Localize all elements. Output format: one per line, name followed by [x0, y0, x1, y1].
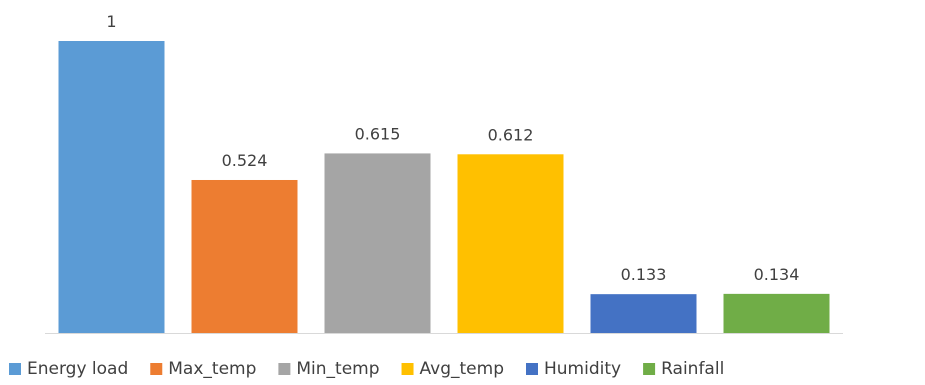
bar-avg-temp — [458, 154, 564, 333]
bars-group — [59, 41, 830, 333]
data-label-avg-temp: 0.612 — [488, 125, 534, 144]
legend-label-avg-temp: Avg_temp — [420, 359, 504, 379]
legend-label-humidity: Humidity — [544, 359, 621, 379]
legend-label-max-temp: Max_temp — [168, 359, 256, 379]
bar-max-temp — [192, 180, 298, 333]
data-label-energy-load: 1 — [106, 12, 116, 31]
legend-item-min-temp: Min_temp — [278, 359, 379, 379]
data-label-humidity: 0.133 — [621, 265, 667, 284]
bar-min-temp — [325, 153, 431, 333]
data-label-max-temp: 0.524 — [222, 151, 268, 170]
legend-swatch-rainfall — [643, 363, 655, 375]
data-label-min-temp: 0.615 — [355, 124, 401, 143]
legend-swatch-avg-temp — [402, 363, 414, 375]
legend: Energy load Max_temp Min_temp Avg_temp Humid… — [9, 359, 724, 379]
data-label-rainfall: 0.134 — [754, 265, 800, 284]
legend-item-energy-load: Energy load — [9, 359, 128, 379]
legend-item-max-temp: Max_temp — [150, 359, 256, 379]
legend-label-rainfall: Rainfall — [661, 359, 724, 379]
legend-swatch-max-temp — [150, 363, 162, 375]
legend-swatch-min-temp — [278, 363, 290, 375]
legend-swatch-humidity — [526, 363, 538, 375]
legend-swatch-energy-load — [9, 363, 21, 375]
legend-item-humidity: Humidity — [526, 359, 621, 379]
legend-item-avg-temp: Avg_temp — [402, 359, 504, 379]
legend-label-min-temp: Min_temp — [296, 359, 379, 379]
bar-humidity — [591, 294, 697, 333]
legend-item-rainfall: Rainfall — [643, 359, 724, 379]
legend-label-energy-load: Energy load — [27, 359, 128, 379]
bar-energy-load — [59, 41, 165, 333]
bar-rainfall — [724, 294, 830, 333]
